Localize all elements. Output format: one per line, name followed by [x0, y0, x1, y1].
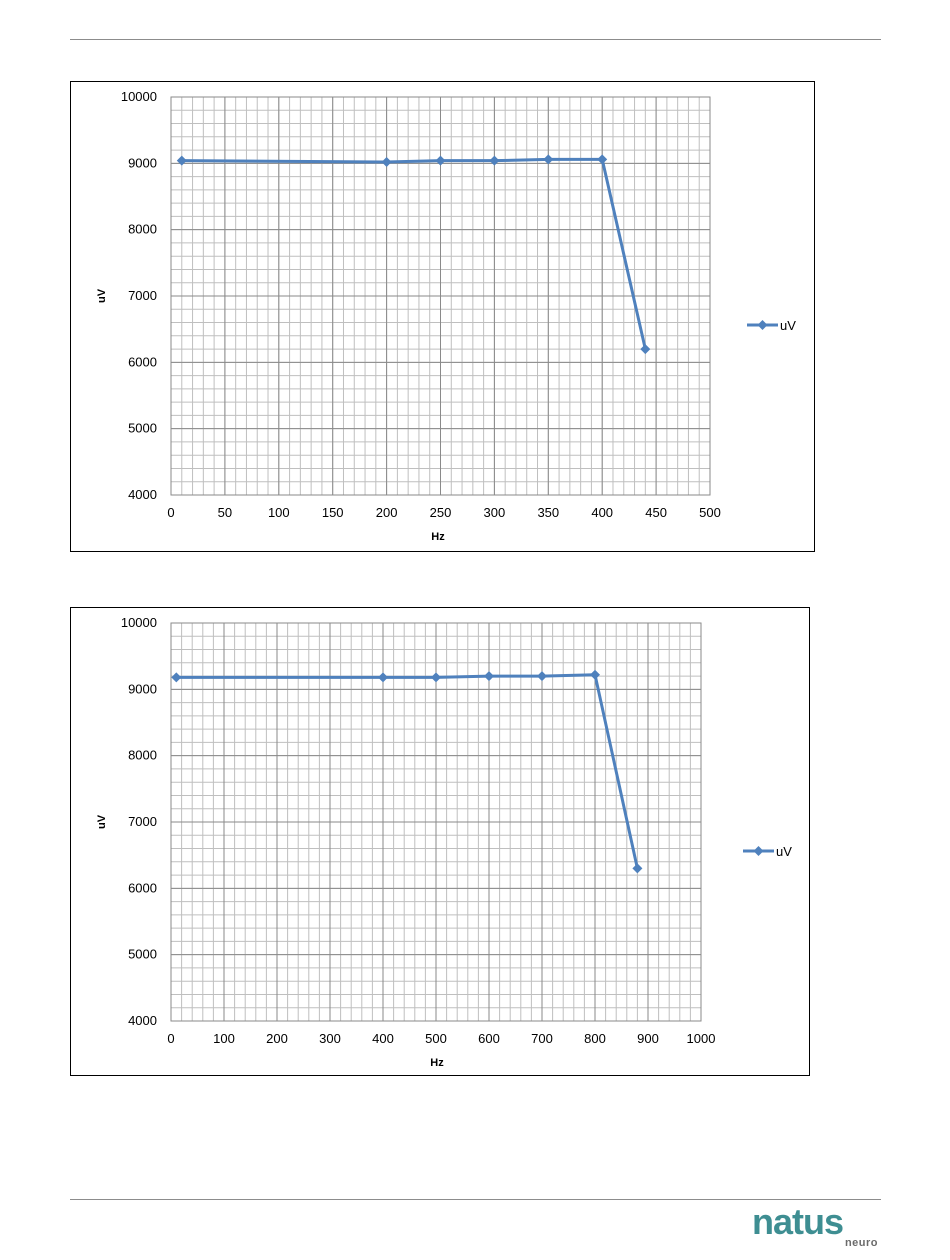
y-axis-title: uV — [96, 814, 108, 829]
data-point — [484, 671, 494, 682]
x-tick-label: 500 — [699, 505, 721, 520]
x-tick-label: 0 — [167, 1031, 174, 1046]
legend-label: uV — [776, 844, 792, 859]
chart-hz-500: 0 50 100 150 200 250 300 350 400 450 500 4000 5000 60… — [70, 81, 815, 552]
data-point — [378, 672, 388, 683]
plot-area — [170, 622, 702, 1022]
data-point — [381, 157, 392, 168]
x-tick-label: 200 — [266, 1031, 288, 1046]
data-point — [543, 154, 554, 165]
x-tick-label: 300 — [484, 505, 506, 520]
data-point — [537, 671, 547, 682]
x-axis-title: Hz — [431, 531, 445, 543]
x-axis-title: Hz — [430, 1057, 444, 1069]
y-tick-label: 10000 — [121, 89, 157, 104]
y-axis-title: uV — [96, 288, 108, 303]
data-point — [640, 344, 651, 355]
x-tick-label: 350 — [537, 505, 559, 520]
x-tick-label: 1000 — [687, 1031, 716, 1046]
chart-svg: 0 50 100 150 200 250 300 350 400 450 500 4000 5000 60… — [96, 89, 796, 543]
data-point — [597, 154, 608, 165]
footer-rule — [70, 1199, 881, 1200]
x-tick-label: 150 — [322, 505, 344, 520]
x-tick-label: 100 — [268, 505, 290, 520]
logo-wordmark: natus — [752, 1201, 844, 1242]
y-tick-label: 7000 — [128, 814, 157, 829]
y-tick-label: 8000 — [128, 222, 157, 237]
data-point — [176, 155, 187, 166]
y-tick-label: 9000 — [128, 681, 157, 696]
data-point — [435, 155, 446, 166]
series-line-uv — [181, 157, 647, 350]
legend-marker — [753, 846, 764, 856]
y-tick-label: 8000 — [128, 748, 157, 763]
x-tick-label: 500 — [425, 1031, 447, 1046]
y-tick-label: 5000 — [128, 421, 157, 436]
logo-subtitle: neuro — [844, 1237, 878, 1249]
y-tick-label: 10000 — [121, 615, 157, 630]
plot-area — [170, 96, 711, 496]
data-point — [590, 669, 600, 680]
x-tick-label: 0 — [167, 505, 174, 520]
data-point — [431, 672, 441, 683]
x-tick-label: 400 — [372, 1031, 394, 1046]
x-tick-label: 50 — [218, 505, 232, 520]
chart-hz-1000: 0 100 200 300 400 500 600 700 800 900 1000 4000 5000… — [70, 607, 810, 1076]
chart-svg: 0 100 200 300 400 500 600 700 800 900 1000 4000 5000… — [96, 615, 792, 1069]
y-tick-label: 6000 — [128, 354, 157, 369]
legend-marker — [757, 320, 768, 330]
x-tick-label: 800 — [584, 1031, 606, 1046]
x-tick-label: 300 — [319, 1031, 341, 1046]
y-tick-label: 6000 — [128, 880, 157, 895]
x-tick-label: 200 — [376, 505, 398, 520]
y-tick-label: 7000 — [128, 288, 157, 303]
y-tick-label: 4000 — [128, 1013, 157, 1028]
grid — [170, 96, 711, 496]
x-tick-label: 400 — [591, 505, 613, 520]
grid — [170, 622, 702, 1022]
natus-logo: natus neuro — [752, 1204, 882, 1254]
x-tick-label: 700 — [531, 1031, 553, 1046]
header-rule — [70, 39, 881, 40]
legend-label: uV — [780, 318, 796, 333]
y-tick-label: 5000 — [128, 947, 157, 962]
y-tick-label: 9000 — [128, 155, 157, 170]
data-point — [489, 155, 500, 166]
x-tick-label: 900 — [637, 1031, 659, 1046]
x-tick-label: 450 — [645, 505, 667, 520]
y-tick-label: 4000 — [128, 487, 157, 502]
data-point — [632, 863, 643, 874]
data-point — [171, 672, 182, 683]
x-tick-label: 250 — [430, 505, 452, 520]
x-tick-label: 100 — [213, 1031, 235, 1046]
x-tick-label: 600 — [478, 1031, 500, 1046]
